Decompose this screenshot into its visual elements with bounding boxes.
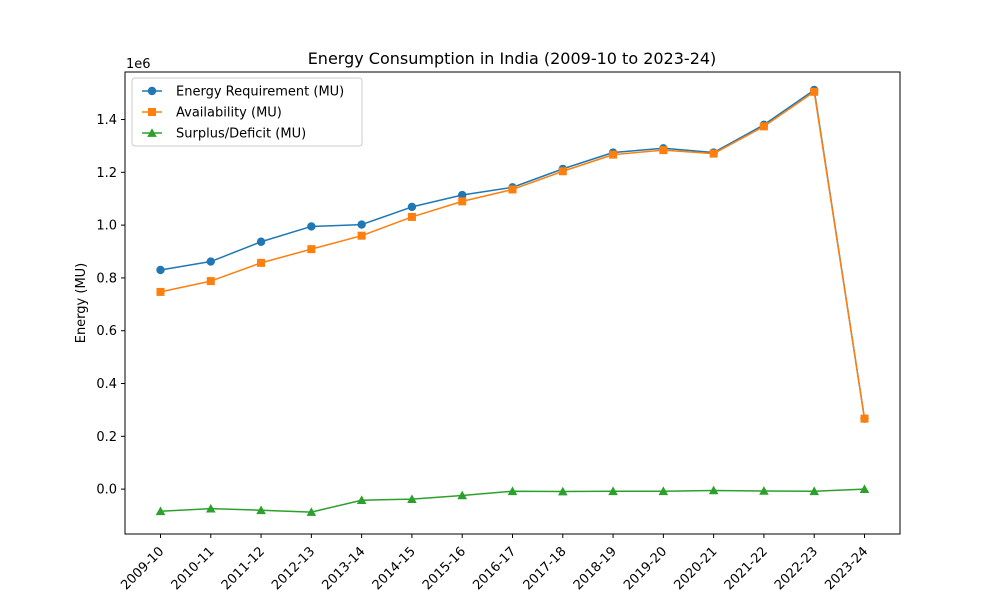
data-point (759, 486, 769, 495)
data-point (708, 485, 719, 495)
data-point (407, 202, 417, 212)
x-tick-label: 2014-15 (370, 544, 419, 593)
data-point (357, 220, 366, 229)
data-point (307, 245, 316, 254)
data-point (558, 167, 567, 176)
y-tick-label: 0.0 (96, 483, 117, 498)
y-axis-label: Energy (MU) (74, 263, 89, 344)
y-offset-label: 1e6 (126, 57, 151, 72)
data-point (156, 265, 165, 275)
y-tick-label: 1.2 (96, 166, 117, 181)
legend-entry: Surplus/Deficit (MU) (142, 127, 306, 142)
data-point (356, 495, 367, 505)
data-point (859, 484, 870, 493)
data-point (658, 486, 669, 496)
data-point (256, 505, 266, 515)
plot-frame (124, 71, 901, 535)
data-point (407, 494, 417, 503)
series-2 (155, 484, 870, 516)
data-point (709, 149, 718, 158)
data-point (809, 486, 820, 496)
data-point (256, 237, 266, 246)
x-tick-label: 2011-12 (219, 544, 268, 593)
data-point (557, 486, 568, 496)
data-point (357, 231, 366, 240)
legend-label: Availability (MU) (176, 106, 282, 121)
data-point (156, 287, 165, 296)
data-point (257, 258, 266, 267)
x-tick-label: 2009-10 (118, 544, 167, 593)
series-layer (155, 85, 870, 516)
legend-label: Energy Requirement (MU) (176, 85, 344, 100)
x-tick-label: 2018-19 (571, 544, 620, 593)
data-point (659, 146, 668, 155)
legend-marker (147, 86, 157, 96)
x-tick-label: 2015-16 (420, 544, 469, 593)
x-tick-label: 2010-11 (169, 544, 218, 593)
legend-entry: Availability (MU) (142, 106, 282, 121)
data-point (458, 190, 467, 200)
data-point (508, 185, 517, 194)
data-point (457, 490, 468, 500)
legend-marker (147, 128, 157, 137)
legend-entry: Energy Requirement (MU) (142, 85, 344, 100)
legend-box (131, 77, 363, 147)
data-point (810, 87, 819, 96)
x-tick-label: 2021-22 (722, 544, 771, 593)
data-point (458, 197, 467, 206)
data-point (206, 277, 215, 286)
legend-marker (148, 108, 156, 116)
y-tick-label: 0.8 (96, 271, 117, 286)
y-tick-label: 0.4 (96, 377, 117, 392)
data-point (205, 503, 216, 513)
y-tick-label: 0.2 (96, 430, 117, 445)
data-point (860, 414, 869, 423)
x-tick-label: 2022-23 (772, 544, 821, 593)
legend: Energy Requirement (MU) Availability (MU)… (131, 77, 363, 147)
x-tick-label: 2013-14 (319, 544, 368, 593)
chart-title: Energy Consumption in India (2009-10 to … (308, 49, 717, 68)
series-1 (156, 87, 869, 423)
data-point (407, 212, 416, 221)
legend-label: Surplus/Deficit (MU) (176, 127, 306, 142)
data-point (155, 506, 166, 516)
data-point (609, 150, 618, 159)
x-tick-label: 2017-18 (521, 544, 570, 593)
x-tick-label: 2012-13 (269, 544, 318, 593)
x-tick-label: 2016-17 (470, 544, 519, 593)
x-tick-label: 2019-20 (621, 544, 670, 593)
data-point (759, 122, 768, 131)
y-tick-label: 1.4 (96, 113, 117, 128)
x-tick-label: 2023-24 (822, 544, 871, 593)
y-tick-label: 0.6 (96, 324, 117, 339)
y-tick-label: 1.0 (96, 219, 117, 234)
data-point (608, 486, 618, 496)
data-point (306, 507, 317, 516)
data-point (507, 486, 518, 496)
data-point (307, 222, 316, 231)
data-point (206, 257, 215, 266)
x-tick-label: 2020-21 (671, 544, 720, 593)
